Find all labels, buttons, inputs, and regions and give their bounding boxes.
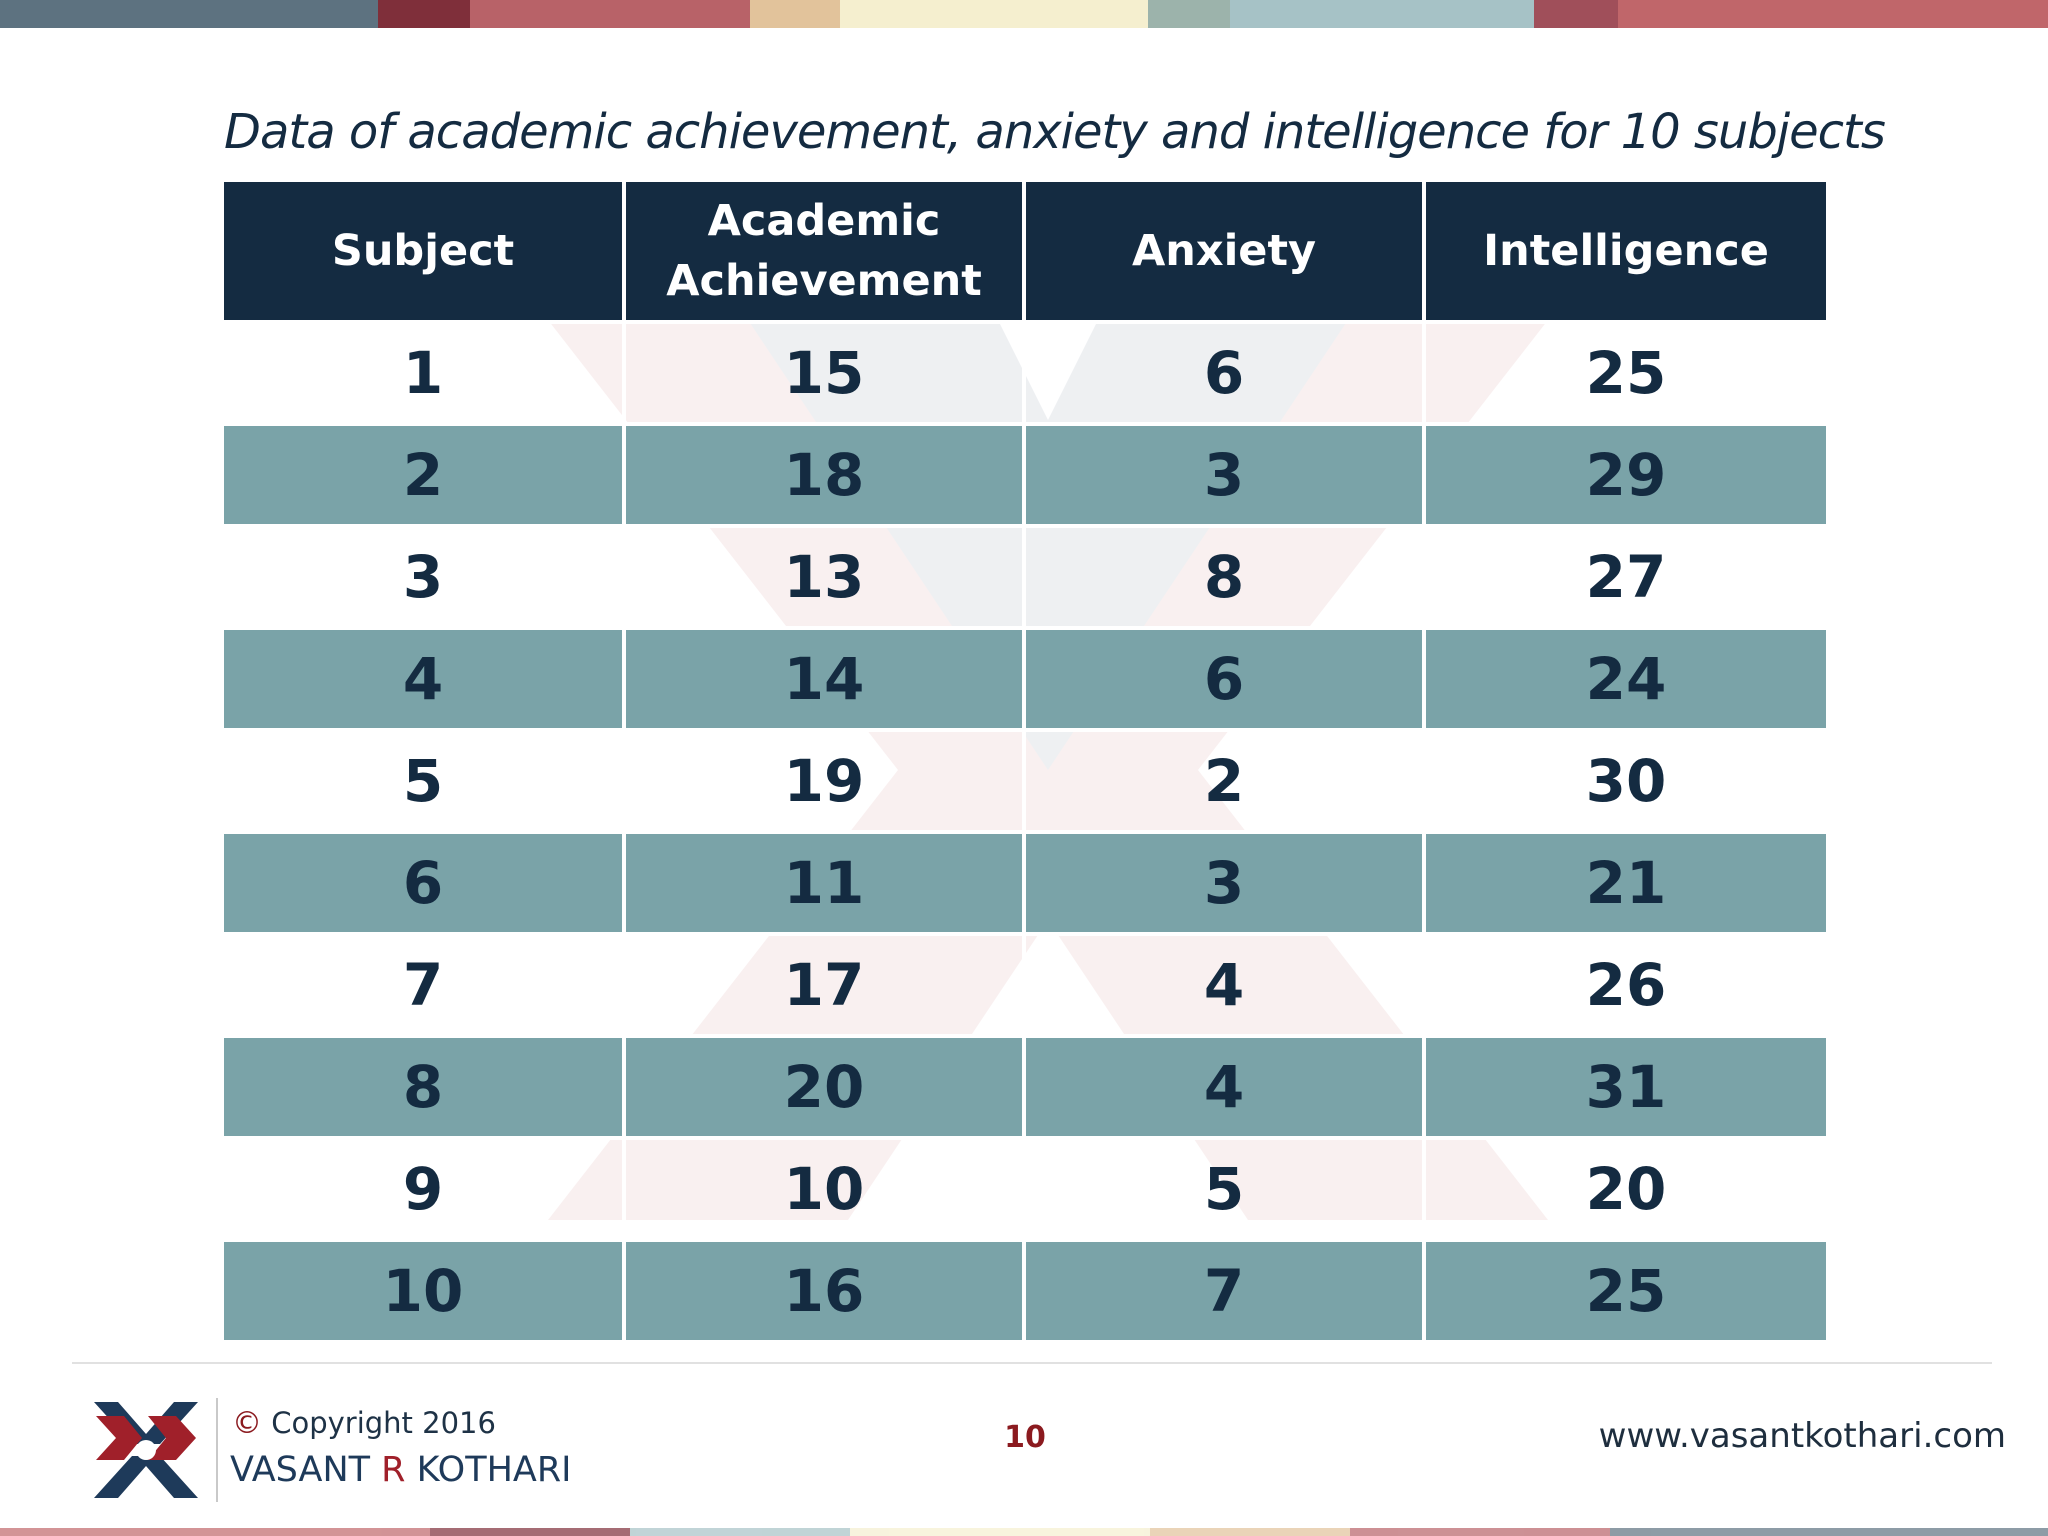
cell-academic-achievement: 17: [622, 932, 1024, 1036]
copyright-label: Copyright 2016: [271, 1406, 496, 1440]
table-row: 10 16 7 25: [224, 1238, 1826, 1340]
footer-divider: [72, 1362, 1992, 1364]
copyright-text: © Copyright 2016: [232, 1406, 496, 1441]
header-anxiety: Anxiety: [1022, 182, 1424, 322]
cell-anxiety: 4: [1022, 1034, 1424, 1138]
author-middle: R: [381, 1450, 406, 1490]
table-row: 2 18 3 29: [224, 422, 1826, 526]
table-row: 3 13 8 27: [224, 524, 1826, 628]
website-url: www.vasantkothari.com: [1598, 1416, 2006, 1456]
table-row: 4 14 6 24: [224, 626, 1826, 730]
cell-anxiety: 7: [1022, 1238, 1424, 1340]
cell-subject: 6: [224, 830, 624, 934]
author-name: VASANT R KOTHARI: [230, 1450, 572, 1490]
cell-anxiety: 2: [1022, 728, 1424, 832]
cell-intelligence: 30: [1422, 728, 1826, 832]
cell-intelligence: 29: [1422, 422, 1826, 526]
cell-intelligence: 25: [1422, 320, 1826, 424]
cell-academic-achievement: 11: [622, 830, 1024, 934]
cell-subject: 9: [224, 1136, 624, 1240]
brand-logo-icon: [94, 1398, 198, 1502]
table-title: Data of academic achievement, anxiety an…: [224, 104, 1886, 160]
cell-intelligence: 20: [1422, 1136, 1826, 1240]
cell-anxiety: 4: [1022, 932, 1424, 1036]
table-row: 5 19 2 30: [224, 728, 1826, 832]
header-academic-achievement: Academic Achievement: [622, 182, 1024, 322]
data-table: Subject Academic Achievement Anxiety Int…: [224, 182, 1826, 1340]
cell-academic-achievement: 13: [622, 524, 1024, 628]
header-subject: Subject: [224, 182, 624, 322]
cell-subject: 7: [224, 932, 624, 1036]
author-last: KOTHARI: [416, 1450, 572, 1490]
cell-anxiety: 6: [1022, 626, 1424, 730]
cell-academic-achievement: 20: [622, 1034, 1024, 1138]
footer-separator: [216, 1398, 218, 1502]
cell-subject: 10: [224, 1238, 624, 1340]
cell-intelligence: 26: [1422, 932, 1826, 1036]
cell-anxiety: 5: [1022, 1136, 1424, 1240]
copyright-symbol: ©: [232, 1406, 262, 1441]
cell-anxiety: 3: [1022, 422, 1424, 526]
cell-subject: 8: [224, 1034, 624, 1138]
cell-intelligence: 27: [1422, 524, 1826, 628]
cell-subject: 2: [224, 422, 624, 526]
cell-subject: 4: [224, 626, 624, 730]
cell-academic-achievement: 16: [622, 1238, 1024, 1340]
cell-academic-achievement: 10: [622, 1136, 1024, 1240]
cell-anxiety: 3: [1022, 830, 1424, 934]
cell-subject: 5: [224, 728, 624, 832]
top-color-stripe: [0, 0, 2048, 28]
bottom-color-stripe: [0, 1528, 2048, 1536]
cell-intelligence: 24: [1422, 626, 1826, 730]
cell-anxiety: 8: [1022, 524, 1424, 628]
table-row: 1 15 6 25: [224, 320, 1826, 424]
table-row: 6 11 3 21: [224, 830, 1826, 934]
header-intelligence: Intelligence: [1422, 182, 1826, 322]
cell-intelligence: 31: [1422, 1034, 1826, 1138]
cell-academic-achievement: 18: [622, 422, 1024, 526]
table-header-row: Subject Academic Achievement Anxiety Int…: [224, 182, 1826, 322]
table-row: 8 20 4 31: [224, 1034, 1826, 1138]
table-row: 7 17 4 26: [224, 932, 1826, 1036]
cell-subject: 1: [224, 320, 624, 424]
table-row: 9 10 5 20: [224, 1136, 1826, 1240]
author-first: VASANT: [230, 1450, 371, 1490]
page-number: 10: [1004, 1420, 1046, 1455]
cell-anxiety: 6: [1022, 320, 1424, 424]
cell-academic-achievement: 19: [622, 728, 1024, 832]
cell-academic-achievement: 15: [622, 320, 1024, 424]
cell-subject: 3: [224, 524, 624, 628]
cell-academic-achievement: 14: [622, 626, 1024, 730]
cell-intelligence: 25: [1422, 1238, 1826, 1340]
cell-intelligence: 21: [1422, 830, 1826, 934]
